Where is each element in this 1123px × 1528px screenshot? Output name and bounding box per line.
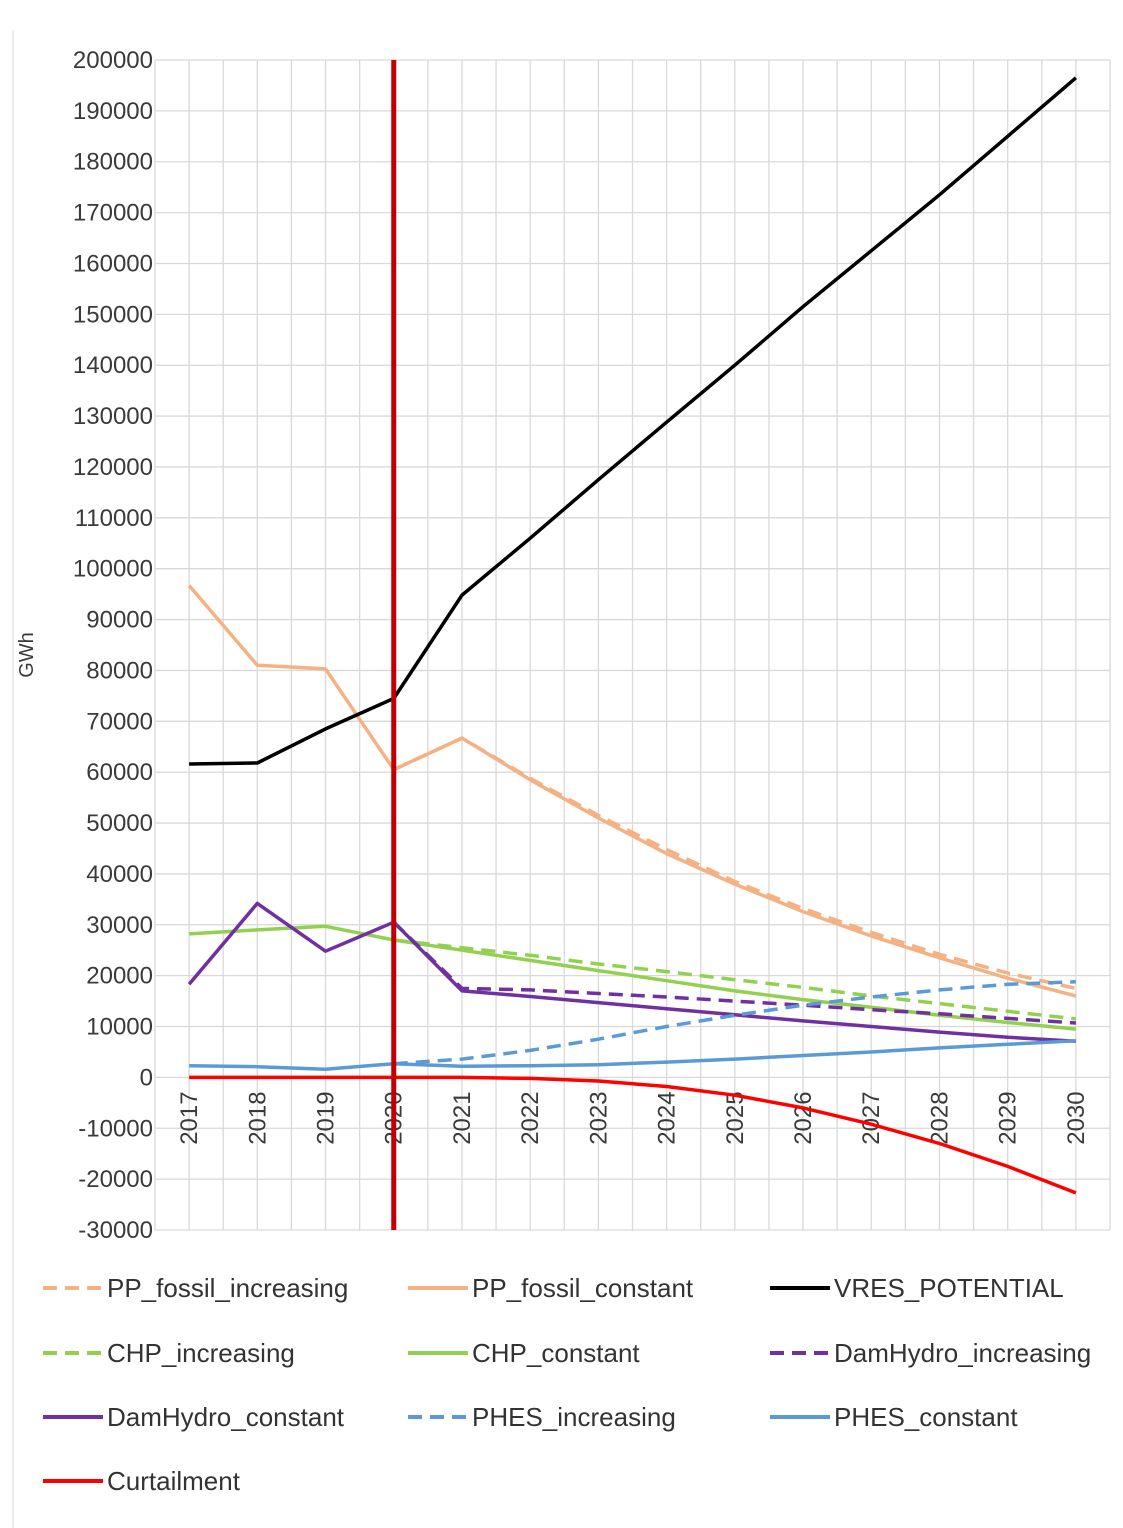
y-tick-label: 70000 (86, 708, 153, 735)
y-tick-label: 10000 (86, 1014, 153, 1041)
series-line (187, 584, 1077, 998)
y-tick-label: 100000 (73, 556, 153, 583)
x-tick-label: 2022 (517, 1091, 544, 1144)
legend-label: PHES_increasing (472, 1402, 676, 1432)
y-axis-label: GWh (16, 632, 38, 678)
legend-label: PHES_constant (834, 1402, 1018, 1432)
y-tick-label: 50000 (86, 810, 153, 837)
legend-label: PP_fossil_constant (472, 1273, 694, 1303)
y-tick-label: 190000 (73, 98, 153, 125)
y-tick-label: 200000 (73, 47, 153, 74)
x-tick-label: 2030 (1063, 1091, 1090, 1144)
y-tick-label: 140000 (73, 352, 153, 379)
x-tick-label: 2017 (176, 1091, 203, 1144)
series-line (393, 938, 1077, 1021)
series-line (392, 920, 1077, 1025)
x-tick-label: 2024 (654, 1091, 681, 1144)
y-axis-ticks: -30000 -20000 -10000 0 10000 20000 30000 40000 5… (73, 47, 153, 1244)
x-tick-label: 2023 (585, 1091, 612, 1144)
y-tick-label: 90000 (86, 607, 153, 634)
y-tick-label: -10000 (78, 1115, 153, 1142)
y-tick-label: 170000 (73, 200, 153, 227)
legend-label: VRES_POTENTIAL (834, 1273, 1064, 1303)
series-line (189, 76, 1078, 766)
y-tick-label: 120000 (73, 454, 153, 481)
y-tick-label: 150000 (73, 301, 153, 328)
y-tick-label: 110000 (75, 505, 153, 532)
x-tick-label: 2025 (722, 1091, 749, 1144)
series-lines (187, 76, 1078, 1195)
series-line (189, 1039, 1076, 1072)
legend-label: Curtailment (107, 1466, 241, 1496)
y-tick-label: 80000 (86, 657, 153, 684)
y-tick-label: 130000 (73, 403, 153, 430)
y-tick-label: 180000 (73, 149, 153, 176)
x-tick-label: 2019 (313, 1091, 340, 1144)
x-tick-label: 2018 (244, 1091, 271, 1144)
x-tick-label: 2021 (449, 1091, 476, 1144)
legend: PP_fossil_increasing PP_fossil_constant VR… (43, 1273, 1091, 1496)
x-tick-label: 2028 (926, 1091, 953, 1144)
x-tick-label: 2026 (790, 1091, 817, 1144)
legend-label: PP_fossil_increasing (107, 1273, 348, 1303)
y-tick-label: 40000 (86, 861, 153, 888)
y-tick-label: 160000 (73, 250, 153, 277)
legend-label: CHP_increasing (107, 1338, 295, 1368)
series-line (187, 901, 1077, 1044)
y-tick-label: 20000 (86, 963, 153, 990)
legend-label: DamHydro_constant (107, 1402, 345, 1432)
y-tick-label: 60000 (86, 759, 153, 786)
series-line (189, 1075, 1077, 1195)
y-tick-label: 0 (140, 1064, 153, 1091)
series-line (393, 980, 1076, 1066)
series-line (393, 736, 1077, 991)
x-tick-label: 2029 (995, 1091, 1022, 1144)
x-tick-label: 2027 (858, 1091, 885, 1144)
legend-label: CHP_constant (472, 1338, 640, 1368)
y-tick-label: -20000 (78, 1166, 153, 1193)
legend-label: DamHydro_increasing (834, 1338, 1091, 1368)
y-tick-label: 30000 (86, 912, 153, 939)
gridlines (154, 59, 1111, 1231)
y-tick-label: -30000 (78, 1217, 153, 1244)
